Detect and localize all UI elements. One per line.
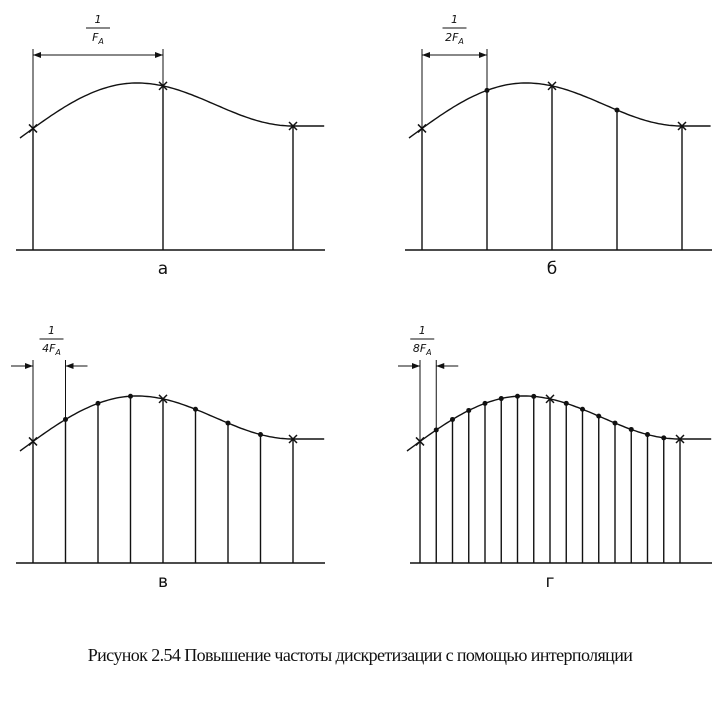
denominator-text: F (92, 31, 99, 44)
fraction-denominator: 8FA (413, 342, 432, 357)
sample-dot (563, 400, 569, 406)
sample-dot (645, 432, 650, 438)
sample-dot (614, 107, 620, 113)
sample-dot (498, 396, 504, 402)
curve (19, 82, 325, 139)
panel-label: в (158, 572, 168, 592)
sample-dot (450, 416, 455, 422)
curve (406, 395, 712, 452)
sample-cross (288, 434, 298, 444)
sample-cross (675, 434, 685, 444)
denominator-subscript: A (457, 37, 463, 46)
sample-cross (288, 121, 298, 131)
denominator-text: 4F (42, 342, 56, 355)
denominator-text: 8F (413, 342, 427, 355)
sample-cross (158, 81, 168, 91)
curve (19, 395, 325, 452)
sample-dot (466, 407, 472, 413)
sample-dot (531, 393, 537, 399)
sample-dot (95, 400, 101, 406)
sample-dot (128, 393, 133, 399)
sample-cross (545, 394, 555, 404)
sample-dot (596, 413, 602, 419)
fraction-denominator: FA (92, 31, 104, 46)
fraction-numerator: 1 (419, 324, 426, 337)
sample-cross (158, 394, 168, 404)
denominator-text: 2F (445, 31, 459, 44)
panel-label: а (158, 259, 168, 279)
fraction-numerator: 1 (48, 324, 55, 337)
fraction-denominator: 4FA (42, 342, 61, 357)
sample-dot (661, 435, 667, 441)
sample-cross (547, 81, 557, 91)
sample-dot (515, 393, 520, 399)
curve (408, 82, 711, 139)
panel-label: б (547, 259, 557, 279)
sample-dot (580, 406, 585, 412)
sample-dot (612, 420, 618, 426)
denominator-subscript: A (97, 37, 103, 46)
panel-label: г (546, 572, 555, 592)
sample-dot (258, 432, 263, 438)
fraction-numerator: 1 (95, 13, 102, 26)
fraction-numerator: 1 (451, 13, 458, 26)
sample-cross (677, 121, 687, 131)
caption: Рисунок 2.54 Повышение частоты дискретиз… (88, 645, 633, 665)
sample-dot (193, 406, 198, 412)
sample-dot (628, 426, 634, 432)
fraction-denominator: 2FA (445, 31, 464, 46)
sample-dot (482, 400, 488, 406)
denominator-subscript: A (425, 348, 431, 357)
sample-dot (225, 420, 231, 426)
denominator-subscript: A (54, 348, 60, 357)
